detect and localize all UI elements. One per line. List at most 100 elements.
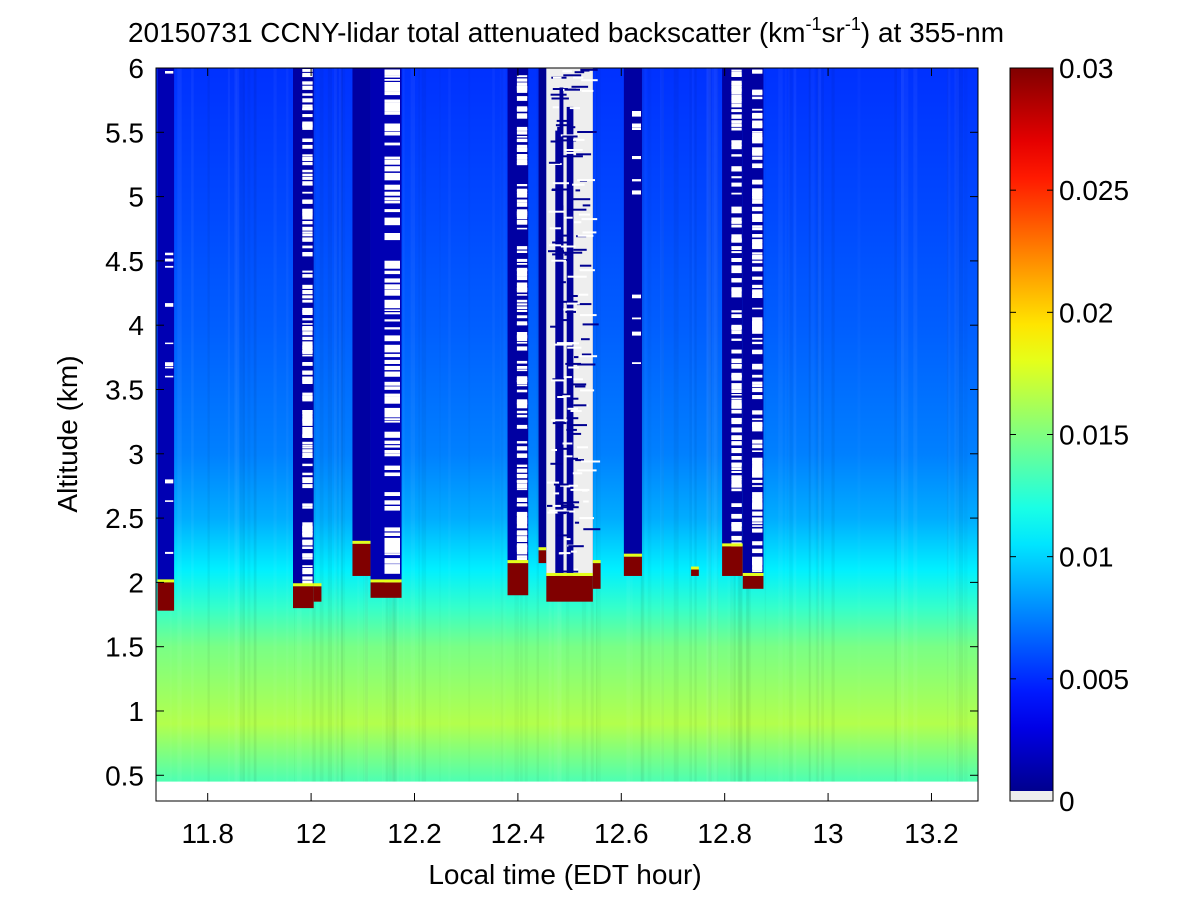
missing-data-line	[752, 492, 763, 497]
heatmap-texture-streak	[946, 68, 949, 782]
missing-data-line	[302, 336, 313, 339]
missing-data-line	[556, 504, 575, 507]
missing-data-line	[731, 221, 742, 224]
missing-data-line	[516, 332, 528, 336]
missing-data-line	[516, 154, 528, 158]
cloud-edge-10	[691, 566, 699, 570]
missing-data-line	[752, 557, 763, 560]
missing-data-line	[752, 163, 763, 166]
missing-data-line	[731, 287, 742, 292]
heatmap-texture-streak	[692, 68, 694, 782]
heatmap-texture-streak	[641, 68, 644, 782]
missing-data-line	[384, 541, 400, 544]
heatmap-texture-streak	[327, 68, 332, 782]
cloud-column-9-gaps	[632, 111, 641, 364]
heatmap-texture-streak	[958, 68, 964, 782]
missing-data-line	[384, 383, 400, 386]
missing-data-line	[572, 432, 582, 435]
missing-data-line	[516, 85, 528, 89]
missing-data-line	[516, 193, 528, 198]
missing-data-line	[165, 479, 174, 484]
missing-data-line	[302, 553, 313, 558]
missing-data-line	[302, 85, 313, 90]
missing-data-line	[731, 127, 742, 131]
missing-data-line	[165, 71, 174, 74]
missing-data-line	[632, 317, 641, 320]
missing-data-line	[547, 511, 560, 514]
plot-frame	[155, 67, 979, 802]
missing-data-line	[384, 365, 400, 369]
cloud-layer-10	[691, 569, 699, 576]
missing-data-line	[566, 428, 577, 431]
missing-data-line	[384, 125, 400, 129]
missing-data-line	[752, 225, 763, 228]
missing-data-line	[731, 514, 742, 518]
missing-data-line	[302, 345, 313, 347]
missing-data-line	[752, 505, 763, 510]
missing-data-line	[560, 447, 572, 450]
missing-data-line	[516, 96, 528, 101]
missing-data-line	[516, 274, 528, 277]
missing-data-line	[516, 199, 528, 203]
missing-data-line	[302, 529, 313, 534]
missing-data-line	[574, 356, 579, 359]
missing-data-line	[752, 439, 763, 444]
missing-data-line	[302, 345, 313, 350]
missing-data-line	[581, 218, 598, 221]
missing-data-line	[516, 515, 528, 519]
missing-data-line	[731, 349, 742, 354]
missing-data-line	[569, 295, 578, 297]
missing-data-line	[516, 543, 528, 548]
missing-data-line	[516, 276, 528, 281]
missing-data-line	[752, 217, 763, 222]
missing-data-line	[165, 551, 174, 554]
missing-data-line	[550, 325, 556, 328]
missing-data-line	[731, 69, 742, 72]
missing-data-line	[302, 412, 313, 417]
missing-data-line	[302, 138, 313, 142]
cloud-layer-8	[592, 563, 601, 589]
missing-data-line	[556, 139, 577, 142]
missing-data-line	[632, 362, 641, 364]
missing-data-line	[384, 91, 400, 96]
missing-data-line	[384, 407, 400, 412]
missing-data-line	[384, 260, 400, 265]
missing-data-line	[752, 450, 763, 452]
missing-data-line	[516, 215, 528, 220]
heatmap-texture-streak	[821, 68, 824, 782]
missing-data-line	[577, 179, 595, 182]
missing-data-line	[574, 71, 585, 74]
missing-data-line	[731, 399, 742, 404]
missing-data-line	[731, 327, 742, 330]
missing-data-line	[731, 144, 742, 150]
missing-data-line	[570, 126, 576, 129]
missing-data-line	[384, 142, 400, 146]
missing-data-line	[302, 169, 313, 173]
missing-data-line	[752, 462, 763, 467]
missing-data-line	[731, 443, 742, 446]
heatmap-texture-streak	[312, 68, 316, 782]
missing-data-line	[752, 276, 763, 280]
cloud-layer-6	[538, 550, 547, 564]
missing-data-line	[578, 213, 590, 216]
cloud-edge-9	[623, 553, 642, 557]
missing-data-line	[731, 278, 742, 282]
missing-data-line	[560, 245, 576, 248]
missing-data-line	[516, 220, 528, 225]
missing-data-line	[752, 560, 763, 565]
missing-data-line	[384, 411, 400, 414]
missing-data-line	[731, 418, 742, 423]
missing-data-line	[583, 500, 589, 503]
heatmap-texture-streak	[707, 68, 712, 782]
missing-data-line	[516, 144, 528, 148]
missing-data-line	[302, 176, 313, 180]
heatmap-texture-streak	[191, 68, 194, 782]
missing-data-line	[384, 278, 400, 283]
missing-data-line	[302, 410, 313, 413]
missing-data-line	[516, 497, 528, 502]
missing-data-line	[516, 511, 528, 516]
missing-data-line	[731, 291, 742, 295]
missing-data-line	[384, 301, 400, 305]
missing-data-line	[384, 327, 400, 330]
missing-data-line	[731, 206, 742, 211]
